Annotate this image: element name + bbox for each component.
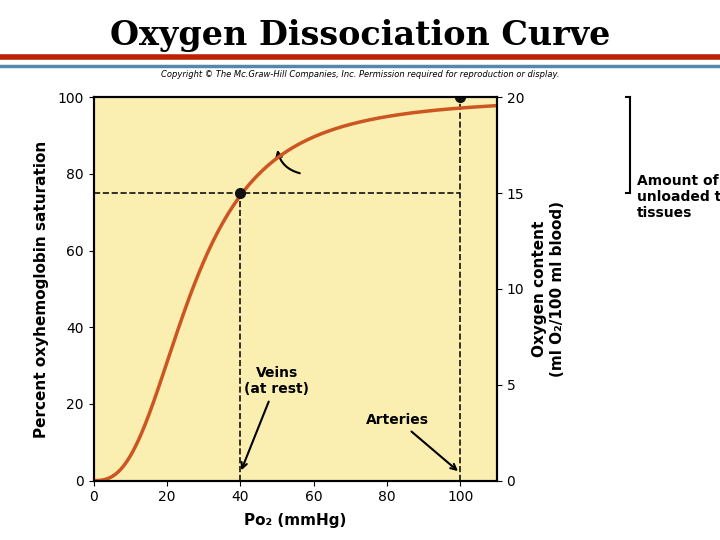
Text: Oxygen Dissociation Curve: Oxygen Dissociation Curve bbox=[110, 18, 610, 52]
Y-axis label: Oxygen content
(ml O₂/100 ml blood): Oxygen content (ml O₂/100 ml blood) bbox=[533, 201, 565, 377]
Y-axis label: Percent oxyhemoglobin saturation: Percent oxyhemoglobin saturation bbox=[34, 140, 49, 437]
Text: Amount of O₂
unloaded to
tissues: Amount of O₂ unloaded to tissues bbox=[637, 174, 720, 220]
X-axis label: Po₂ (mmHg): Po₂ (mmHg) bbox=[244, 512, 346, 528]
Text: Copyright © The Mc.Graw-Hill Companies, Inc. Permission required for reproductio: Copyright © The Mc.Graw-Hill Companies, … bbox=[161, 70, 559, 79]
Text: Arteries: Arteries bbox=[366, 413, 456, 470]
Text: Veins
(at rest): Veins (at rest) bbox=[242, 366, 310, 468]
